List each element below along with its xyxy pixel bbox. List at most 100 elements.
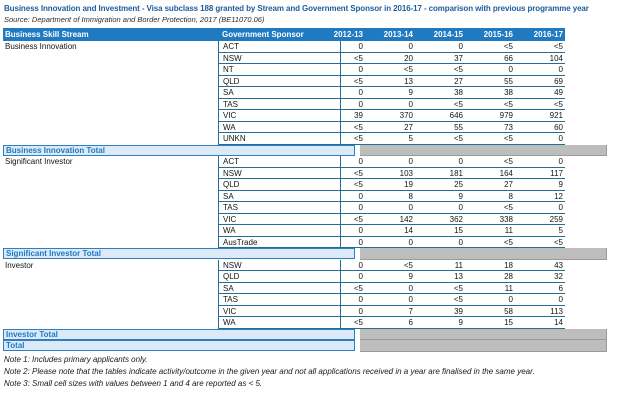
sponsor-cell: SA [218, 282, 341, 293]
value-cell-2015-16: 28 [504, 272, 513, 281]
sponsor-cell: ACT [218, 41, 341, 52]
value-cell-2013-14: 6 [408, 318, 413, 327]
row-values: UNKN <5 5 <5 <5 0 [218, 133, 565, 145]
grand-total-row: Total [3, 340, 607, 352]
value-cell-2013-14: 370 [399, 111, 413, 120]
value-cell-2012-13: 0 [358, 65, 363, 74]
sponsor-cell: VIC [218, 305, 341, 316]
value-cell-2014-15: 11 [454, 260, 463, 270]
value-cell-2014-15: 38 [454, 88, 463, 97]
value-cell-2016-17: 113 [550, 306, 563, 316]
notes-section: Note 1: Includes primary applicants only… [4, 354, 535, 390]
value-cell-2015-16: 15 [504, 318, 513, 327]
row-values: QLD <5 19 25 27 9 [218, 179, 565, 191]
row-values: SA <5 0 <5 11 6 [218, 282, 565, 294]
sponsor-cell: QLD [218, 271, 341, 282]
sponsor-cell: QLD [218, 75, 341, 86]
sponsor-cell: SA [218, 190, 341, 201]
table-row: QLD <5 13 27 55 69 [3, 75, 565, 88]
row-values: TAS 0 0 <5 0 0 [218, 294, 565, 306]
table-row: TAS 0 0 <5 <5 <5 [3, 98, 565, 111]
stream-label [3, 237, 218, 249]
value-cell-2016-17: 49 [554, 88, 563, 97]
value-cell-2014-15: 37 [454, 53, 463, 63]
stream-label: Significant Investor [5, 157, 73, 166]
sponsor-cell: WA [218, 317, 341, 328]
stream-label [3, 110, 218, 122]
value-cell-2012-13: <5 [353, 53, 363, 63]
value-cell-2015-16: 73 [504, 122, 513, 132]
value-cell-2015-16: 164 [499, 168, 513, 178]
table-row: QLD <5 19 25 27 9 [3, 179, 565, 191]
table-row: NSW <5 103 181 164 117 [3, 167, 565, 180]
row-values: ACT 0 0 0 <5 0 [218, 156, 565, 168]
value-cell-2013-14: 142 [399, 214, 413, 224]
value-cell-2013-14: 8 [408, 191, 413, 201]
value-cell-2015-16: 58 [504, 306, 513, 316]
group-total-row-masked-values [360, 248, 607, 260]
table-body: Business Innovation ACT 0 0 0 <5 <5 NSW <5 20 37 6 6… [3, 41, 607, 352]
value-cell-2013-14: 13 [404, 76, 413, 86]
value-cell-2012-13: <5 [353, 134, 363, 143]
row-values: TAS 0 0 <5 <5 <5 [218, 98, 565, 110]
value-cell-2015-16: <5 [503, 203, 513, 212]
value-cell-2016-17: 0 [558, 134, 563, 143]
group-total-row-masked-values [360, 144, 607, 156]
header-government-sponsor: Government Sponsor [222, 30, 304, 39]
value-cell-2015-16: 979 [499, 111, 513, 120]
value-cell-2016-17: 43 [554, 260, 563, 270]
sponsor-cell: NSW [218, 167, 341, 178]
stream-label: Investor [5, 260, 34, 270]
stream-label [3, 76, 218, 88]
table-row: AusTrade 0 0 0 <5 <5 [3, 236, 565, 249]
stream-label [3, 53, 218, 65]
value-cell-2013-14: 0 [408, 42, 413, 51]
sponsor-cell: VIC [218, 110, 341, 121]
row-values: SA 0 8 9 8 12 [218, 190, 565, 202]
value-cell-2014-15: 0 [458, 237, 463, 247]
value-cell-2015-16: <5 [503, 237, 513, 247]
stream-label [3, 99, 218, 111]
row-values: TAS 0 0 0 <5 0 [218, 202, 565, 214]
value-cell-2014-15: <5 [453, 295, 463, 304]
sponsor-cell: TAS [218, 98, 341, 109]
table-row: Significant Investor ACT 0 0 0 <5 0 [3, 156, 565, 168]
value-cell-2014-15: 15 [454, 226, 463, 235]
row-values: NSW <5 103 181 164 117 [218, 167, 565, 179]
header-year-2015-16: 2015-16 [483, 30, 513, 39]
table-row: NT 0 <5 <5 0 0 [3, 64, 565, 76]
table-row: Business Innovation ACT 0 0 0 <5 <5 [3, 41, 565, 53]
value-cell-2016-17: 0 [558, 157, 563, 166]
table-row: SA <5 0 <5 11 6 [3, 282, 565, 295]
value-cell-2016-17: 0 [558, 65, 563, 74]
row-values: NSW 0 <5 11 18 43 [218, 259, 565, 271]
value-cell-2015-16: 0 [508, 65, 513, 74]
row-values: NSW <5 20 37 66 104 [218, 52, 565, 64]
value-cell-2013-14: 14 [404, 226, 413, 235]
stream-label: Business Innovation [5, 42, 77, 51]
value-cell-2012-13: 0 [358, 306, 363, 316]
value-cell-2014-15: 0 [458, 42, 463, 51]
table-row: VIC 39 370 646 979 921 [3, 110, 565, 122]
value-cell-2014-15: 9 [458, 318, 463, 327]
row-values: VIC 39 370 646 979 921 [218, 110, 565, 122]
data-table: Business Skill Stream Government Sponsor… [3, 28, 607, 352]
value-cell-2012-13: <5 [353, 122, 363, 132]
sponsor-cell: WA [218, 225, 341, 236]
header-year-2013-14: 2013-14 [383, 30, 413, 39]
group-total-row-label: Business Innovation Total [3, 144, 355, 156]
stream-label [3, 283, 218, 295]
stream-label [3, 294, 218, 306]
value-cell-2016-17: 0 [558, 295, 563, 304]
header-year-2016-17: 2016-17 [533, 30, 563, 39]
value-cell-2014-15: 27 [454, 76, 463, 86]
value-cell-2013-14: 19 [404, 180, 413, 189]
table-row: VIC <5 142 362 338 259 [3, 213, 565, 225]
stream-label [3, 133, 218, 145]
value-cell-2016-17: 6 [558, 283, 563, 293]
value-cell-2013-14: 20 [404, 53, 413, 63]
row-values: NT 0 <5 <5 0 0 [218, 64, 565, 76]
table-row: WA 0 14 15 11 5 [3, 225, 565, 237]
stream-label [3, 168, 218, 180]
value-cell-2016-17: 9 [558, 180, 563, 189]
